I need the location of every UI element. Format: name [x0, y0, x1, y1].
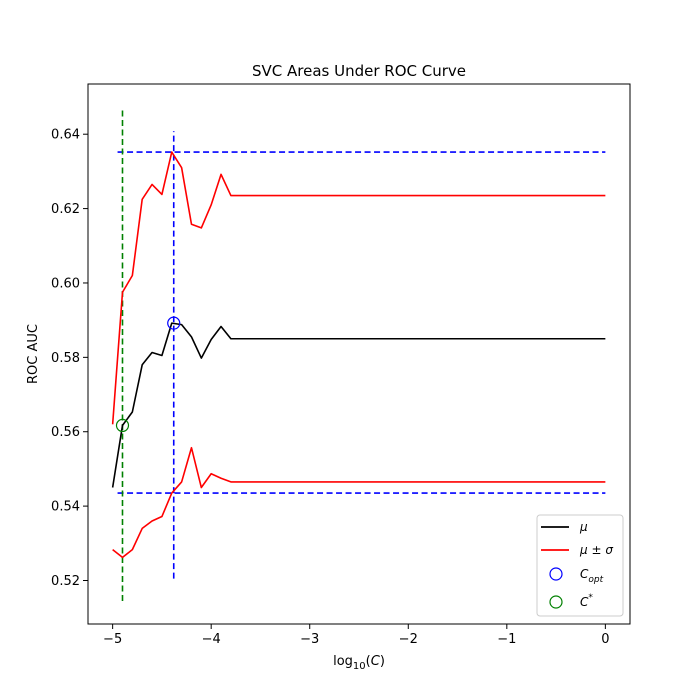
- y-tick-label: 0.64: [51, 128, 80, 143]
- x-tick-label: −2: [399, 632, 418, 647]
- x-tick-label: −5: [103, 632, 122, 647]
- optimal-c-markers: [115, 316, 181, 433]
- reference-lines: [117, 108, 606, 601]
- x-tick-label: −3: [300, 632, 319, 647]
- legend-mu-label: μ: [579, 520, 588, 534]
- x-tick-label: 0: [601, 632, 609, 647]
- x-tick-label: −1: [497, 632, 516, 647]
- c-star-marker: [115, 418, 130, 433]
- c-opt-marker: [167, 316, 181, 330]
- y-tick-label: 0.54: [51, 500, 80, 515]
- x-tick-label: −4: [202, 632, 221, 647]
- legend-cstar-swatch: [549, 595, 563, 609]
- x-axis-label: log10(C): [333, 654, 385, 672]
- upper-sigma-line: [111, 151, 606, 425]
- y-axis-label: ROC AUC: [26, 324, 41, 384]
- legend-box: [536, 514, 624, 617]
- plot-frame: [87, 83, 631, 625]
- lower-sigma-line: [112, 446, 606, 559]
- y-tick-label: 0.56: [51, 425, 80, 440]
- y-tick-label: 0.52: [51, 574, 80, 589]
- y-tick-label: 0.58: [51, 351, 80, 366]
- mean-line: [111, 322, 606, 488]
- legend-mu-sigma-label: μ ± σ: [579, 543, 613, 557]
- y-axis: 0.52 0.54 0.56 0.58 0.60 0.62 0.64: [51, 128, 88, 589]
- legend-copt-swatch: [549, 567, 563, 581]
- series-lines: [111, 151, 606, 559]
- y-tick-label: 0.60: [51, 276, 80, 291]
- legend: μ μ ± σ Copt C*: [536, 514, 624, 617]
- x-axis: −5 −4 −3 −2 −1 0: [103, 624, 610, 647]
- chart-title: SVC Areas Under ROC Curve: [252, 62, 466, 80]
- y-tick-label: 0.62: [51, 202, 80, 217]
